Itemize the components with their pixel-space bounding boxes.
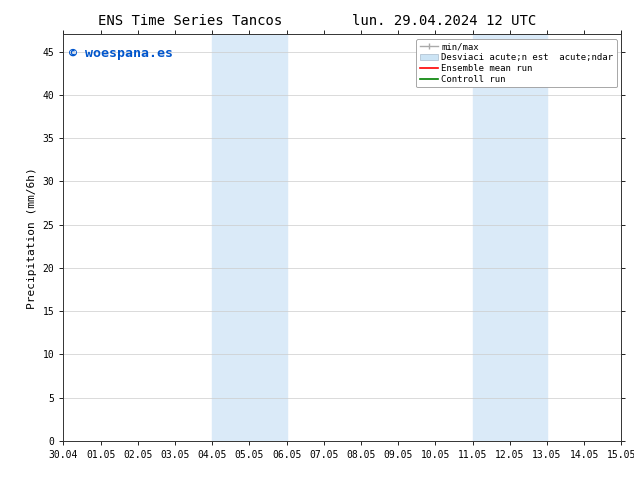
Text: © woespana.es: © woespana.es [69,47,173,59]
Legend: min/max, Desviaci acute;n est  acute;ndar, Ensemble mean run, Controll run: min/max, Desviaci acute;n est acute;ndar… [416,39,617,87]
Text: lun. 29.04.2024 12 UTC: lun. 29.04.2024 12 UTC [352,14,536,28]
Text: ENS Time Series Tancos: ENS Time Series Tancos [98,14,282,28]
Bar [212,34,287,441]
Y-axis label: Precipitation (mm/6h): Precipitation (mm/6h) [27,167,37,309]
Bar [472,34,547,441]
